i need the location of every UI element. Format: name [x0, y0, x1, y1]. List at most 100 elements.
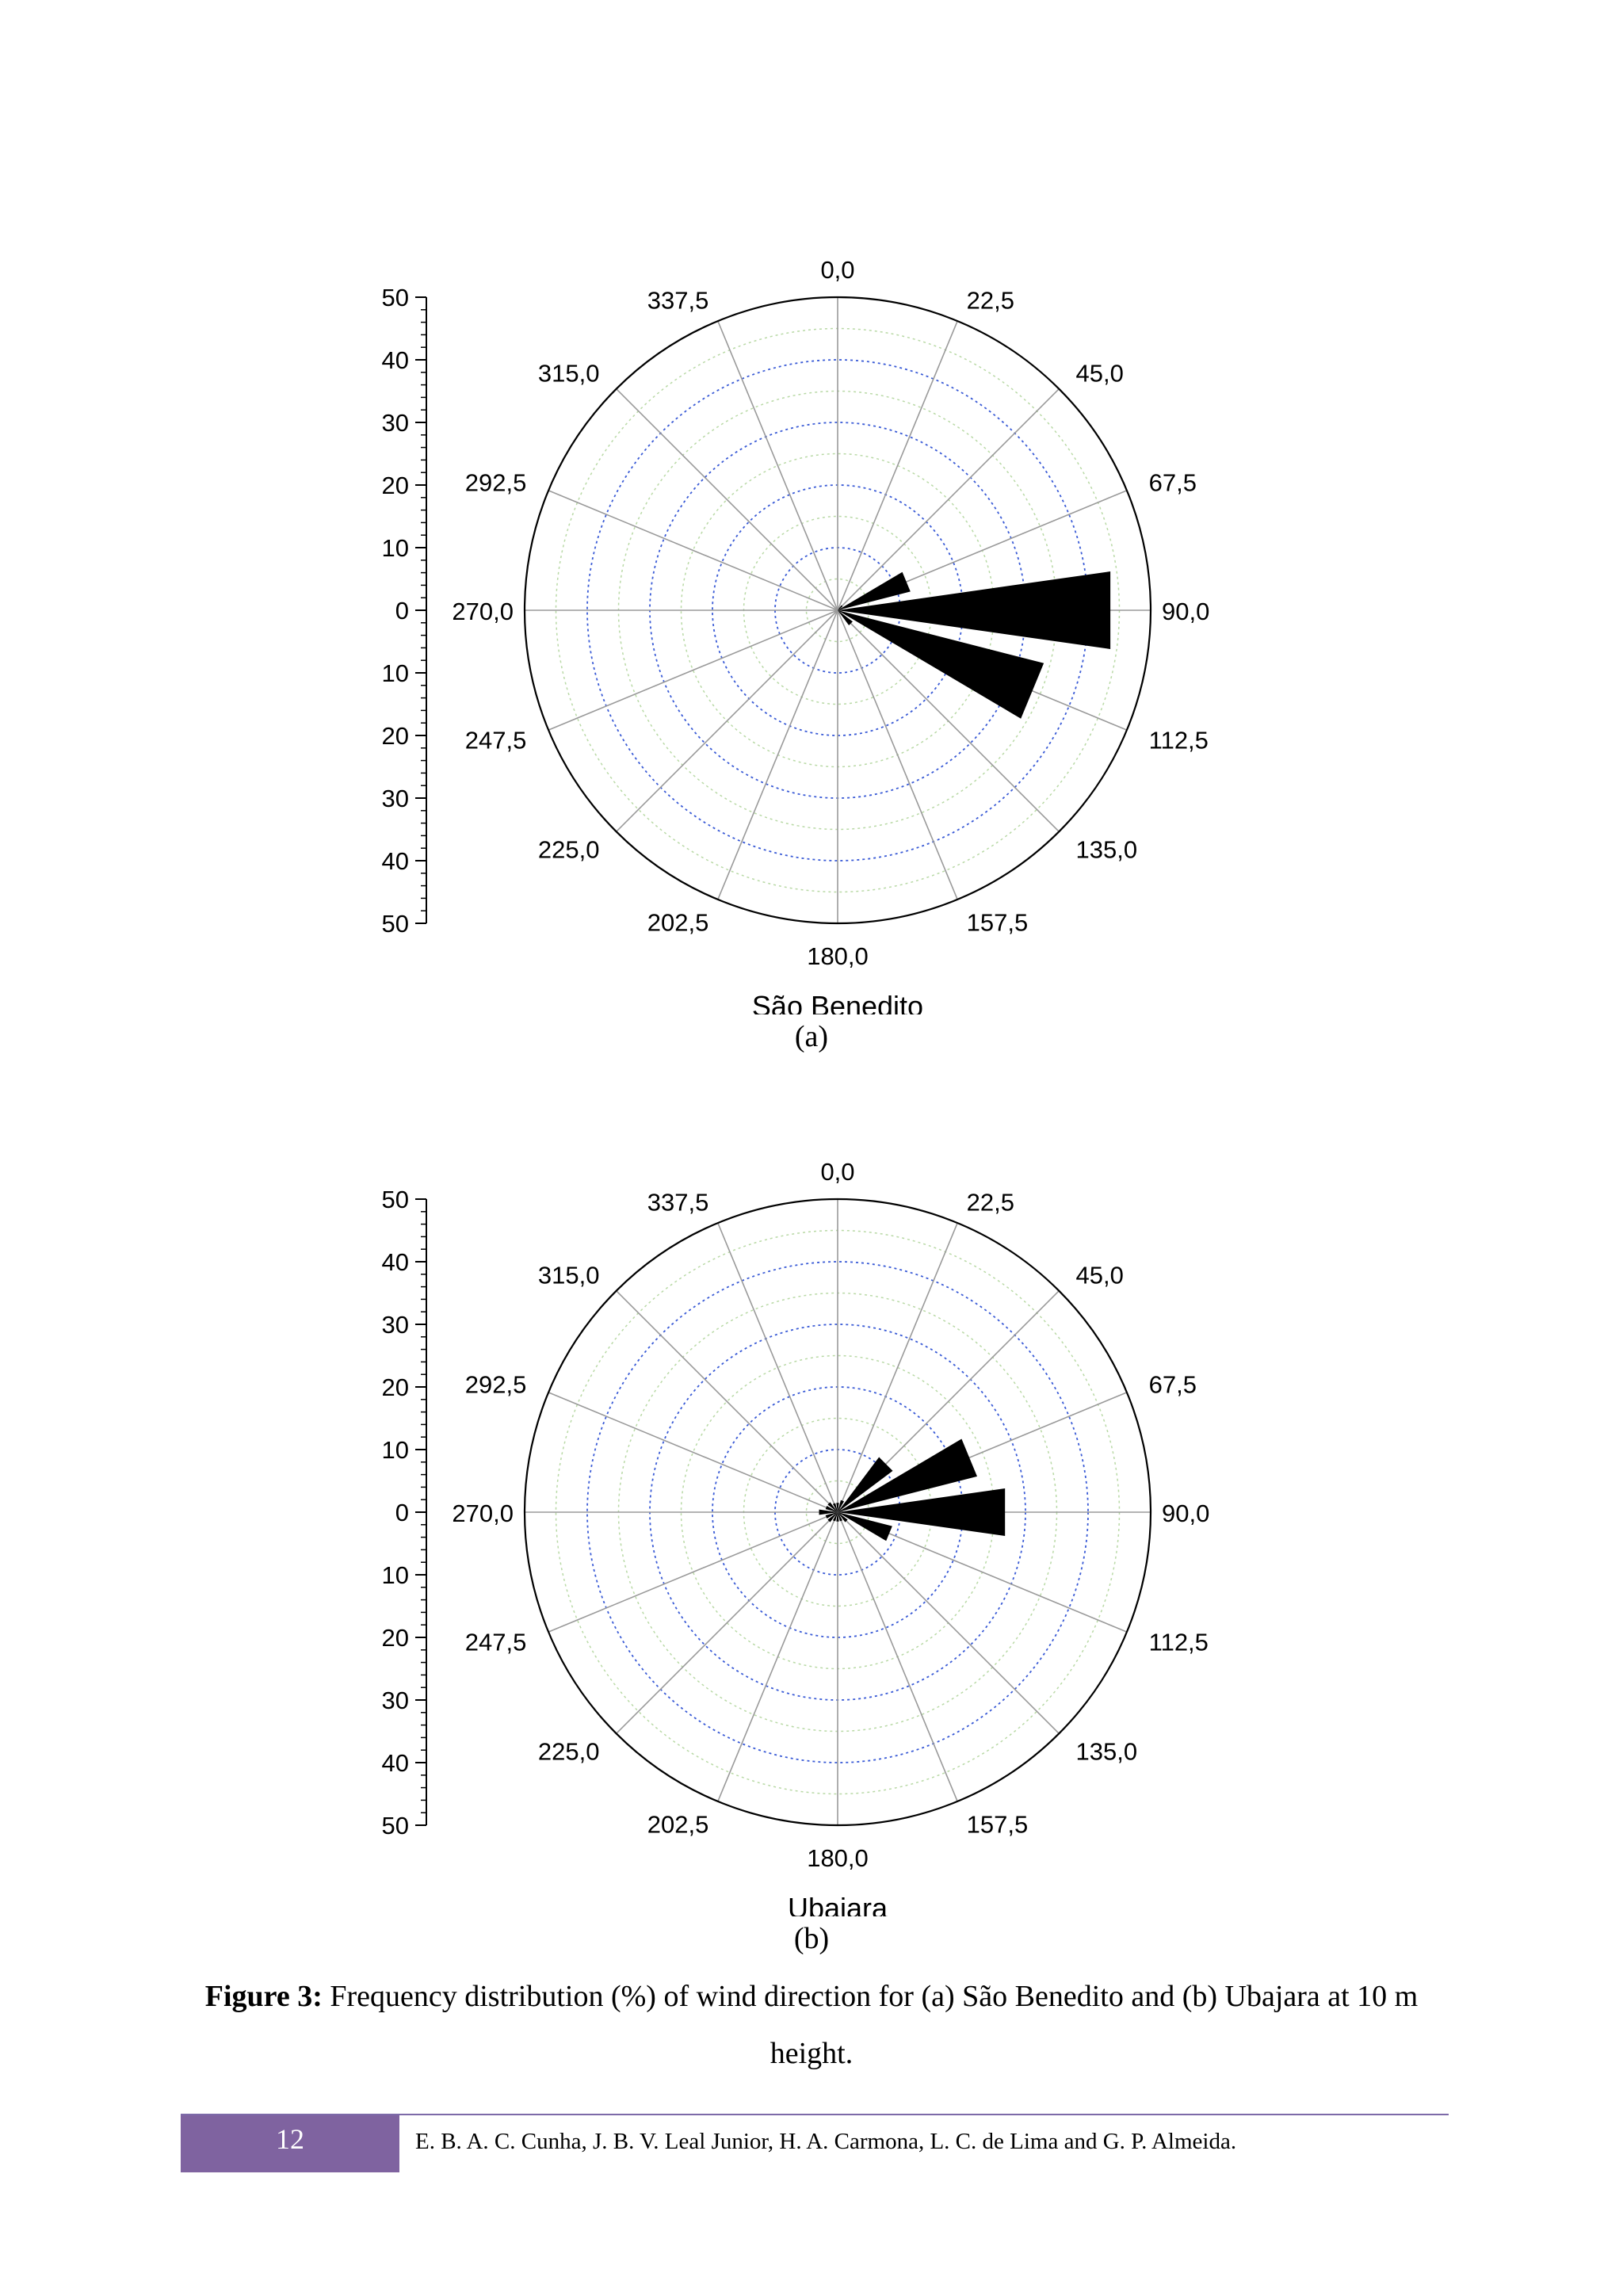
- spoke-line: [548, 490, 838, 611]
- bar-67,5: [838, 1438, 977, 1512]
- spoke-line: [837, 1511, 1060, 1734]
- radial-axis-tick-label: 30: [382, 1311, 409, 1339]
- radial-axis-tick-label: 40: [382, 1749, 409, 1777]
- bar-90,0: [838, 571, 1111, 649]
- bar-135,0: [838, 610, 853, 625]
- direction-label: 292,5: [465, 468, 527, 496]
- direction-label: 90,0: [1162, 1499, 1209, 1527]
- bar-202,5: [832, 1512, 838, 1522]
- footer-authors: E. B. A. C. Cunha, J. B. V. Leal Junior,…: [415, 2129, 1237, 2154]
- direction-label: 292,5: [465, 1370, 527, 1398]
- bar-90,0: [838, 1488, 1006, 1537]
- spoke-line: [616, 1511, 838, 1734]
- station-title: Ubajara: [788, 1892, 888, 1916]
- radial-axis-tick-label: 50: [382, 1186, 409, 1213]
- radial-axis-tick-label: 50: [382, 284, 409, 311]
- direction-label: 180,0: [807, 1844, 869, 1872]
- wind-rose-ubajara: 0,0 22,5 45,0 67,5 90,0 112,5 135,0 157,5 180,0 2…: [382, 1158, 1210, 1916]
- bar-247,5: [825, 1512, 838, 1519]
- radial-axis-tick-label: 50: [382, 910, 409, 938]
- direction-label: 247,5: [465, 1629, 527, 1656]
- bar-315,0: [827, 1502, 838, 1512]
- outer-circle: [523, 1198, 1152, 1827]
- radial-axis-tick-label: 50: [382, 1812, 409, 1839]
- direction-label: 112,5: [1149, 727, 1209, 755]
- direction-label: 270,0: [452, 1499, 514, 1527]
- page-number: 12: [181, 2115, 399, 2172]
- direction-label: 112,5: [1149, 1629, 1209, 1656]
- direction-label: 225,0: [538, 836, 600, 864]
- bar-292,5: [825, 1505, 838, 1512]
- direction-label: 135,0: [1076, 1738, 1138, 1766]
- spoke-line: [717, 1222, 838, 1513]
- caption-text: Frequency distribution (%) of wind direc…: [322, 1980, 1419, 2070]
- footer-rule: [181, 2114, 1449, 2115]
- direction-label: 315,0: [538, 1261, 600, 1289]
- direction-label: 202,5: [647, 1811, 709, 1839]
- radial-axis-tick-label: 10: [382, 1561, 409, 1589]
- direction-label: 247,5: [465, 727, 527, 755]
- direction-label: 337,5: [647, 1188, 709, 1216]
- direction-label: 315,0: [538, 359, 600, 387]
- bar-45,0: [838, 1457, 893, 1512]
- bar-45,0: [838, 605, 843, 610]
- spoke-line: [548, 1392, 838, 1513]
- radial-axis-tick-label: 40: [382, 847, 409, 875]
- direction-label: 270,0: [452, 598, 514, 625]
- radial-axis-tick-label: 10: [382, 534, 409, 562]
- radial-axis-tick-label: 30: [382, 785, 409, 812]
- bar-157,5: [838, 1512, 843, 1522]
- radial-axis-tick-label: 20: [382, 722, 409, 750]
- direction-label: 45,0: [1076, 359, 1124, 387]
- spoke-line: [616, 609, 838, 832]
- direction-label: 67,5: [1149, 468, 1197, 496]
- spoke-line: [717, 1511, 838, 1802]
- wind-rose-sao-benedito: 0,0 22,5 45,0 67,5 90,0 112,5 135,0 157,5 180,0 2…: [382, 256, 1210, 1014]
- bar-112,5: [838, 610, 1044, 719]
- station-title: São Benedito: [752, 990, 923, 1014]
- radial-axis-tick-label: 10: [382, 1436, 409, 1464]
- spoke-line: [616, 388, 838, 611]
- bar-135,0: [838, 1512, 848, 1522]
- subfigure-label-a: (a): [794, 1020, 829, 1053]
- radial-axis-tick-label: 30: [382, 1687, 409, 1714]
- spoke-line: [717, 320, 838, 611]
- radial-axis-tick-label: 20: [382, 1624, 409, 1652]
- bar-270,0: [819, 1509, 838, 1515]
- spoke-line: [837, 609, 1060, 832]
- radial-axis-tick-label: 20: [382, 472, 409, 499]
- bar-67,5: [838, 571, 911, 610]
- subfigure-label-b: (b): [793, 1922, 830, 1955]
- direction-label: 22,5: [967, 286, 1014, 314]
- direction-label: 202,5: [647, 909, 709, 937]
- direction-label: 22,5: [967, 1188, 1014, 1216]
- direction-label: 135,0: [1076, 836, 1138, 864]
- direction-label: 0,0: [820, 256, 854, 284]
- spoke-line: [837, 1511, 958, 1802]
- bar-0,0: [836, 1503, 839, 1512]
- direction-label: 67,5: [1149, 1370, 1197, 1398]
- bar-22,5: [838, 1499, 845, 1512]
- direction-label: 0,0: [820, 1158, 854, 1186]
- spoke-line: [837, 388, 1060, 611]
- spoke-line: [837, 609, 958, 900]
- radial-axis-tick-label: 20: [382, 1373, 409, 1401]
- spoke-line: [548, 609, 838, 731]
- bar-112,5: [838, 1512, 892, 1541]
- radial-axis-tick-label: 10: [382, 659, 409, 687]
- radial-axis-tick-label: 40: [382, 346, 409, 374]
- spoke-line: [837, 1222, 958, 1513]
- direction-label: 157,5: [967, 909, 1029, 937]
- caption-label: Figure 3:: [204, 1980, 323, 2013]
- spoke-line: [837, 320, 958, 611]
- direction-label: 90,0: [1162, 598, 1209, 625]
- direction-label: 180,0: [807, 942, 869, 970]
- radial-axis-tick-label: 0: [395, 597, 409, 625]
- bar-225,0: [827, 1512, 838, 1522]
- radial-axis-tick-label: 40: [382, 1248, 409, 1276]
- bar-180,0: [836, 1512, 839, 1522]
- direction-label: 225,0: [538, 1738, 600, 1766]
- figure-caption: Figure 3: Frequency distribution (%) of …: [182, 1968, 1441, 2082]
- spoke-line: [717, 609, 838, 900]
- direction-label: 45,0: [1076, 1261, 1124, 1289]
